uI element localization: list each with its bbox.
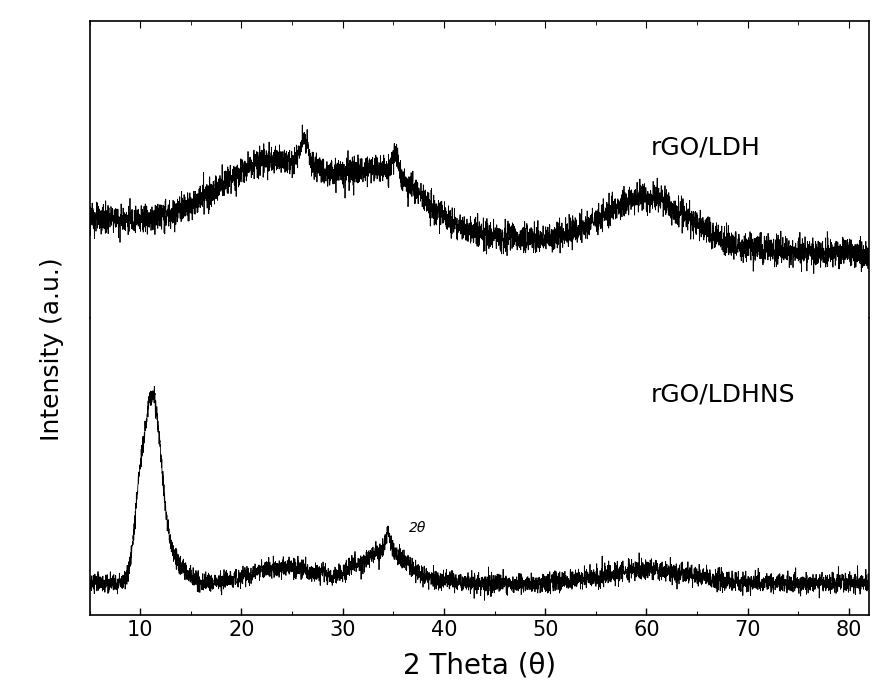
X-axis label: 2 Theta (θ): 2 Theta (θ)	[403, 651, 556, 679]
Text: 2θ: 2θ	[409, 521, 426, 535]
Text: rGO/LDHNS: rGO/LDHNS	[650, 382, 796, 406]
Text: rGO/LDH: rGO/LDH	[650, 136, 761, 159]
Text: Intensity (a.u.): Intensity (a.u.)	[40, 258, 65, 441]
